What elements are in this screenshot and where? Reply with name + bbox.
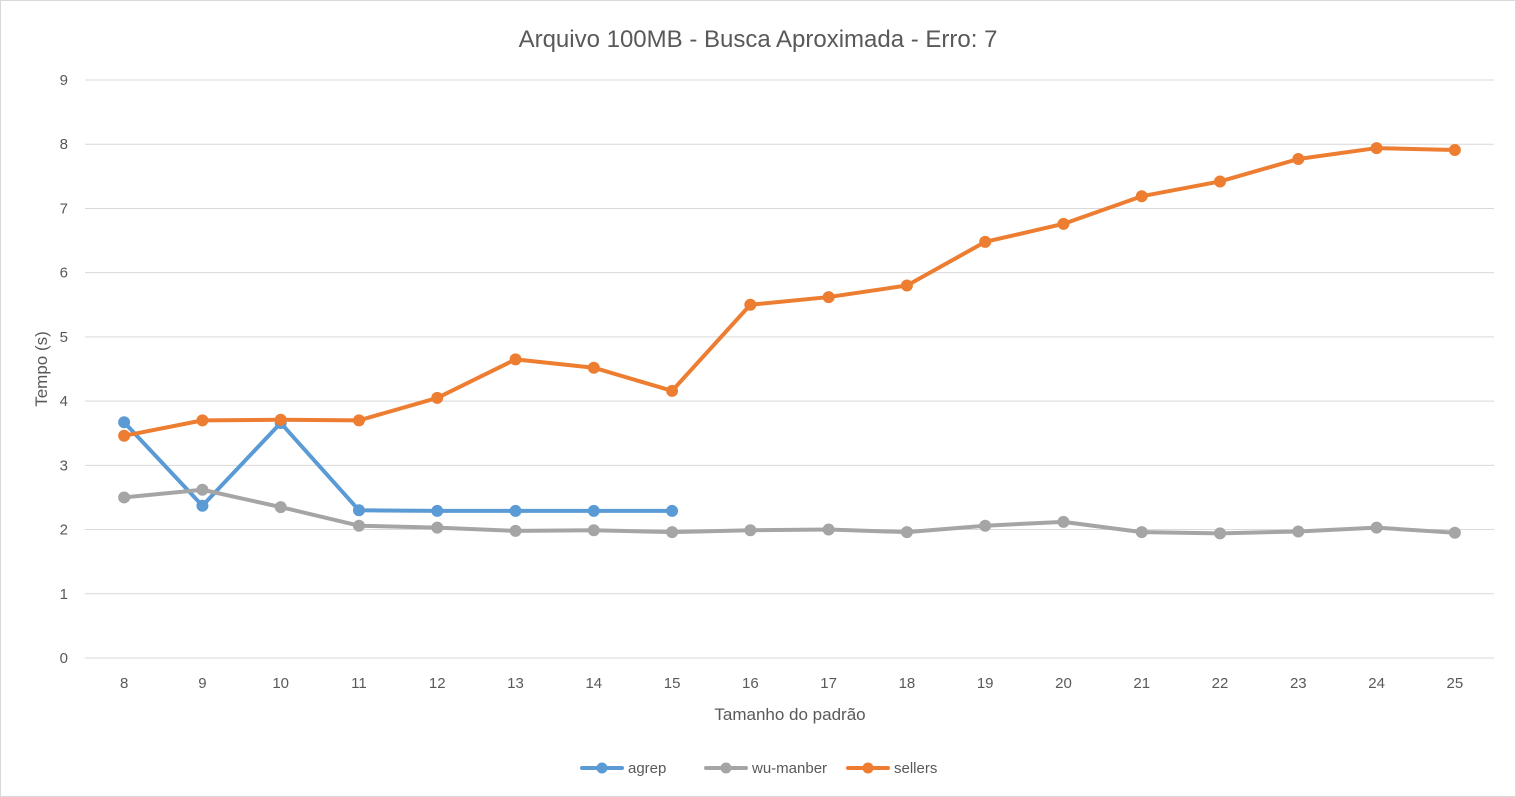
- x-tick-label: 19: [977, 675, 994, 692]
- x-tick-label: 12: [429, 675, 446, 692]
- y-tick-label: 4: [60, 393, 68, 410]
- data-point-agrep: [666, 504, 679, 517]
- x-tick-label: 25: [1447, 675, 1464, 692]
- data-point-wu-manber: [352, 519, 365, 532]
- data-point-wu-manber: [1448, 526, 1461, 539]
- legend-item-wu-manber: wu-manber: [704, 760, 827, 777]
- data-point-wu-manber: [587, 524, 600, 537]
- series-line-sellers: [122, 146, 1457, 438]
- data-point-wu-manber: [666, 526, 679, 539]
- data-point-wu-manber: [1292, 525, 1305, 538]
- data-point-wu-manber: [118, 491, 131, 504]
- y-axis-title: Tempo (s): [32, 331, 51, 407]
- data-point-sellers: [744, 298, 757, 311]
- data-point-sellers: [1135, 190, 1148, 203]
- x-tick-label: 24: [1368, 675, 1385, 692]
- legend-label: wu-manber: [751, 760, 827, 777]
- x-tick-label: 20: [1055, 675, 1072, 692]
- legend-swatch-marker: [596, 762, 608, 774]
- data-point-wu-manber: [1370, 521, 1383, 534]
- data-point-sellers: [274, 413, 287, 426]
- legend: agrep wu-manber sellers: [580, 760, 937, 777]
- series-sellers: [118, 142, 1461, 442]
- plot-series: [118, 142, 1461, 540]
- data-point-wu-manber: [1135, 526, 1148, 539]
- x-tick-label: 10: [272, 675, 289, 692]
- data-point-sellers: [196, 414, 209, 427]
- data-point-sellers: [1292, 152, 1305, 165]
- data-point-wu-manber: [822, 523, 835, 536]
- data-point-wu-manber: [509, 524, 522, 537]
- x-tick-label: 11: [351, 675, 367, 692]
- data-point-wu-manber: [274, 501, 287, 514]
- data-point-agrep: [352, 504, 365, 517]
- data-point-sellers: [509, 353, 522, 366]
- data-point-wu-manber: [1057, 515, 1070, 528]
- y-tick-label: 6: [60, 265, 68, 282]
- data-point-wu-manber: [196, 483, 209, 496]
- legend-item-agrep: agrep: [580, 760, 666, 777]
- y-tick-label: 5: [60, 329, 68, 346]
- data-point-agrep: [587, 504, 600, 517]
- x-tick-label: 21: [1133, 675, 1150, 692]
- data-point-sellers: [900, 279, 913, 292]
- y-axis-ticks: 0 1 2 3 4 5 6 7 8 9: [60, 72, 68, 667]
- x-tick-label: 9: [198, 675, 206, 692]
- data-point-sellers: [666, 384, 679, 397]
- x-tick-label: 13: [507, 675, 524, 692]
- x-tick-label: 18: [899, 675, 916, 692]
- data-point-agrep: [509, 504, 522, 517]
- y-tick-label: 0: [60, 650, 68, 667]
- data-point-sellers: [118, 429, 131, 442]
- data-point-sellers: [352, 414, 365, 427]
- data-point-agrep: [196, 499, 209, 512]
- chart-title: Arquivo 100MB - Busca Aproximada - Erro:…: [519, 26, 998, 53]
- x-tick-label: 16: [742, 675, 759, 692]
- data-point-sellers: [431, 391, 444, 404]
- data-point-sellers: [1370, 142, 1383, 155]
- y-tick-label: 8: [60, 136, 68, 153]
- legend-swatch-marker: [862, 762, 874, 774]
- x-axis-ticks: 8 9 10 11 12 13 14 15 16 17 18 19 20 21 22 23 24 25: [120, 675, 1463, 692]
- gridlines: [85, 79, 1494, 659]
- x-tick-label: 8: [120, 675, 128, 692]
- x-tick-label: 17: [820, 675, 837, 692]
- x-tick-label: 23: [1290, 675, 1307, 692]
- x-tick-label: 15: [664, 675, 681, 692]
- x-axis-title: Tamanho do padrão: [714, 705, 865, 724]
- data-point-sellers: [822, 291, 835, 304]
- x-tick-label: 22: [1212, 675, 1229, 692]
- data-point-sellers: [1214, 175, 1227, 188]
- y-tick-label: 9: [60, 72, 68, 89]
- data-point-agrep: [431, 504, 444, 517]
- data-point-wu-manber: [744, 524, 757, 537]
- data-point-sellers: [1057, 217, 1070, 230]
- data-point-wu-manber: [1214, 527, 1227, 540]
- legend-label: agrep: [628, 760, 666, 777]
- data-point-agrep: [118, 416, 131, 429]
- data-point-sellers: [587, 361, 600, 374]
- series-line-wu-manber: [122, 487, 1457, 536]
- data-point-wu-manber: [431, 521, 444, 534]
- series-wu-manber: [118, 483, 1461, 540]
- legend-swatch-marker: [720, 762, 732, 774]
- y-tick-label: 7: [60, 200, 68, 217]
- data-point-sellers: [1448, 144, 1461, 157]
- data-point-wu-manber: [979, 519, 992, 532]
- data-point-wu-manber: [900, 526, 913, 539]
- y-tick-label: 2: [60, 522, 68, 539]
- x-tick-label: 14: [585, 675, 602, 692]
- y-tick-label: 1: [60, 586, 68, 603]
- legend-label: sellers: [894, 760, 937, 777]
- y-tick-label: 3: [60, 457, 68, 474]
- legend-item-sellers: sellers: [846, 760, 937, 777]
- data-point-sellers: [979, 235, 992, 248]
